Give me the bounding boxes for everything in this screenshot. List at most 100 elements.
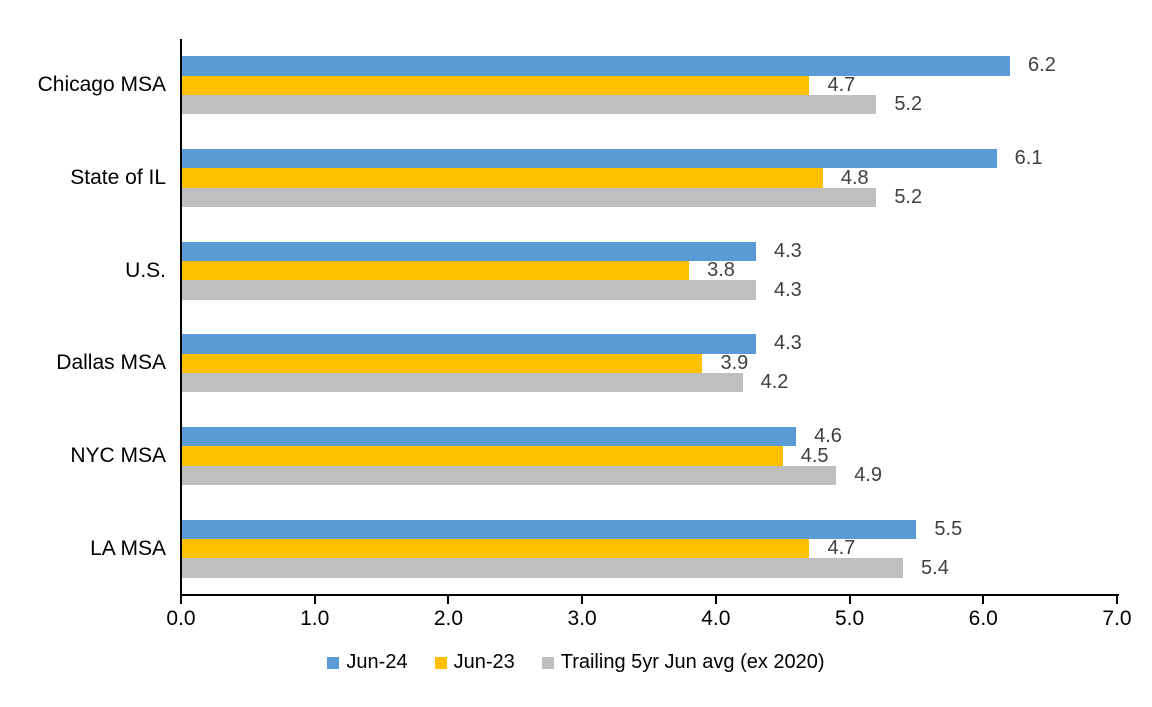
y-axis-line	[180, 39, 182, 604]
bar-u-s-trailing-5yr-jun-avg-ex-2020	[181, 280, 756, 300]
bar-stack: 5.5 4.7 5.4	[181, 517, 1117, 579]
category-label: LA MSA	[90, 536, 166, 560]
x-axis-tick-label: 6.0	[968, 607, 998, 630]
bar-line: 5.5	[181, 517, 1117, 540]
x-axis-tick-label: 0.0	[166, 607, 196, 630]
x-axis-tick-label: 1.0	[300, 607, 330, 630]
bar-group-nyc-msa: NYC MSA 4.6 4.5 4.9	[0, 410, 1117, 503]
bar-line: 4.5	[181, 444, 1117, 467]
bar-line: 4.6	[181, 425, 1117, 448]
data-label: 5.2	[894, 185, 923, 208]
bar-line: 3.8	[181, 259, 1117, 282]
data-label: 4.8	[840, 166, 869, 189]
data-label: 4.3	[773, 278, 802, 301]
legend-label: Trailing 5yr Jun avg (ex 2020)	[560, 651, 825, 673]
x-axis-tick	[313, 596, 316, 604]
x-axis-tick	[180, 596, 182, 604]
data-label: 4.9	[854, 463, 882, 486]
data-label: 3.9	[720, 351, 749, 374]
data-label: 4.6	[814, 425, 842, 448]
bar-group-chicago-msa: Chicago MSA 6.2 4.7 5.2	[0, 39, 1117, 132]
bar-group-dallas-msa: Dallas MSA 4.3 3.9 4.2	[0, 317, 1117, 410]
bar-state-of-il-jun-24	[181, 148, 997, 169]
bar-la-msa-trailing-5yr-jun-avg-ex-2020	[181, 558, 904, 578]
category-label: Chicago MSA	[37, 73, 166, 97]
data-label: 4.7	[827, 537, 856, 560]
bar-group-state-of-il: State of IL 6.1 4.8 5.2	[0, 132, 1117, 225]
data-label: 4.2	[760, 371, 789, 394]
bar-chicago-msa-jun-24	[181, 56, 1011, 76]
x-axis-tick	[714, 596, 717, 604]
category-label: Dallas MSA	[56, 351, 166, 375]
legend-item-jun-23: Jun-23	[434, 651, 515, 674]
bar-stack: 6.2 4.7 5.2	[181, 54, 1117, 116]
legend: Jun-24 Jun-23 Trailing 5yr Jun avg (ex 202…	[0, 651, 1152, 674]
bar-state-of-il-trailing-5yr-jun-avg-ex-2020	[181, 187, 877, 208]
legend-label: Jun-23	[453, 651, 515, 673]
bar-la-msa-jun-24	[181, 519, 917, 539]
bar-u-s-jun-24	[181, 241, 756, 261]
category-label: U.S.	[125, 258, 166, 282]
x-axis-tick-label: 2.0	[433, 607, 464, 630]
data-label: 4.7	[827, 73, 856, 96]
x-axis-tick	[848, 596, 851, 604]
data-label: 5.5	[934, 517, 963, 540]
legend-swatch-icon	[327, 656, 340, 669]
bar-line: 5.4	[181, 556, 1117, 579]
bar-nyc-msa-jun-24	[181, 426, 797, 447]
bar-stack: 4.3 3.8 4.3	[181, 239, 1117, 301]
bar-chicago-msa-jun-23	[181, 75, 810, 96]
bar-nyc-msa-trailing-5yr-jun-avg-ex-2020	[181, 465, 837, 486]
bar-la-msa-jun-23	[181, 539, 810, 559]
bar-line: 4.2	[181, 371, 1117, 394]
x-axis-tick-label: 7.0	[1102, 607, 1132, 630]
data-label: 6.2	[1028, 54, 1056, 77]
data-label: 3.8	[707, 259, 735, 282]
data-label: 4.3	[773, 332, 802, 355]
legend-swatch-icon	[541, 656, 554, 669]
bar-line: 6.2	[181, 54, 1117, 77]
category-label: State of IL	[70, 166, 166, 189]
bar-line: 4.7	[181, 73, 1117, 96]
category-label: NYC MSA	[70, 444, 166, 468]
bar-line: 5.2	[181, 185, 1117, 208]
bar-group-la-msa: LA MSA 5.5 4.7 5.4	[0, 502, 1117, 595]
legend-item-jun-24: Jun-24	[327, 651, 408, 674]
bar-dallas-msa-jun-23	[181, 353, 703, 374]
x-axis-tick	[982, 596, 985, 604]
bar-line: 4.3	[181, 332, 1117, 355]
bar-state-of-il-jun-23	[181, 168, 823, 188]
bar-stack: 6.1 4.8 5.2	[181, 147, 1117, 208]
legend-label: Jun-24	[346, 651, 408, 673]
x-axis-tick	[447, 596, 450, 604]
bar-line: 4.9	[181, 463, 1117, 486]
bar-groups: Chicago MSA 6.2 4.7 5.2 State of IL 6.1 4.8 5.2…	[0, 39, 1117, 595]
data-label: 4.3	[773, 239, 802, 262]
x-axis-tick	[581, 596, 584, 604]
x-axis-tick-label: 3.0	[567, 607, 597, 630]
x-axis-line	[180, 594, 1119, 596]
bar-dallas-msa-jun-24	[181, 334, 756, 354]
x-axis-tick	[1116, 596, 1118, 604]
data-label: 5.4	[921, 556, 949, 579]
bar-line: 4.3	[181, 278, 1117, 301]
bar-line: 6.1	[181, 147, 1117, 170]
legend-item-trailing-5yr-jun-avg-ex-2020: Trailing 5yr Jun avg (ex 2020)	[541, 651, 825, 674]
data-label: 6.1	[1014, 147, 1043, 170]
bar-line: 4.8	[181, 166, 1117, 189]
bar-nyc-msa-jun-23	[181, 446, 783, 466]
legend-swatch-icon	[434, 656, 447, 669]
bar-chicago-msa-trailing-5yr-jun-avg-ex-2020	[181, 95, 877, 115]
bar-line: 4.3	[181, 239, 1117, 262]
bar-dallas-msa-trailing-5yr-jun-avg-ex-2020	[181, 373, 743, 393]
bar-line: 4.7	[181, 537, 1117, 560]
bar-line: 5.2	[181, 93, 1117, 116]
data-label: 5.2	[894, 93, 923, 116]
x-axis-tick-label: 4.0	[701, 607, 731, 630]
x-axis-tick-label: 5.0	[834, 607, 865, 630]
data-label: 4.5	[800, 444, 829, 467]
bar-line: 3.9	[181, 351, 1117, 374]
bar-stack: 4.6 4.5 4.9	[181, 425, 1117, 486]
bar-group-u-s: U.S. 4.3 3.8 4.3	[0, 224, 1117, 317]
